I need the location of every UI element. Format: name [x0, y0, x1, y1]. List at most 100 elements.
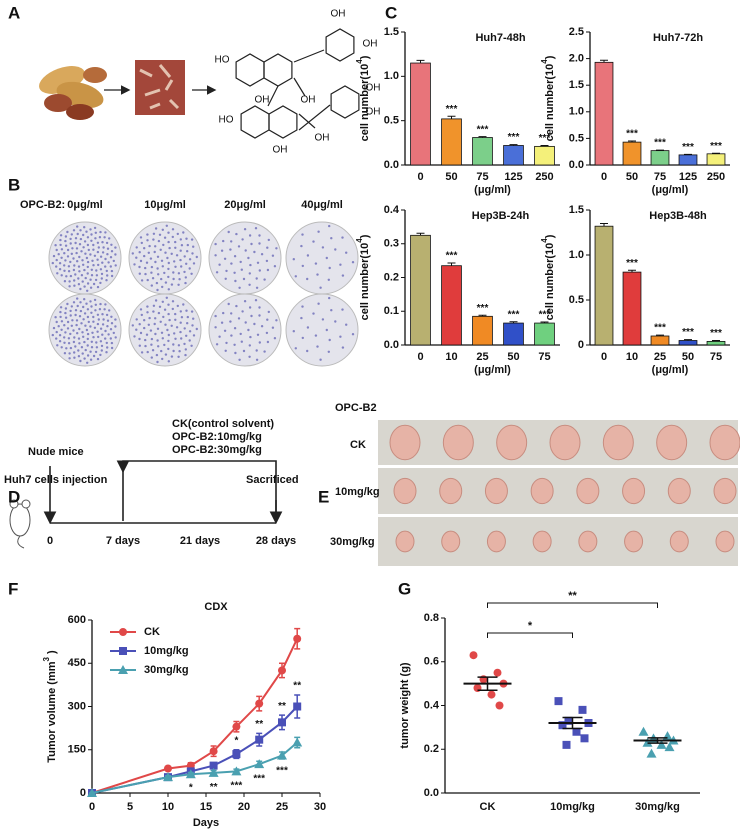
colony — [170, 324, 173, 327]
timeline-label: Huh7 cells injection — [4, 474, 108, 486]
colony — [66, 248, 70, 252]
colony — [174, 265, 177, 268]
bond — [298, 113, 316, 129]
colony — [150, 343, 153, 346]
colony — [76, 260, 79, 263]
y-tick-label: 0.8 — [424, 612, 439, 624]
x-tick-label: 125 — [679, 171, 697, 183]
colony — [154, 332, 157, 336]
y-tick-label: 1.0 — [569, 249, 584, 261]
colony — [180, 265, 183, 268]
colony — [92, 336, 95, 339]
colony — [152, 310, 155, 313]
atom-label: OH — [315, 133, 330, 144]
colony — [263, 350, 266, 353]
x-tick-label: 50 — [626, 171, 638, 183]
colony — [86, 308, 90, 311]
colony — [105, 269, 109, 273]
y-tick-label: 0.1 — [384, 305, 399, 317]
colony — [90, 305, 93, 308]
colony — [77, 349, 80, 352]
colony — [249, 263, 252, 267]
colony — [265, 259, 269, 263]
colony — [172, 271, 175, 274]
colony — [143, 247, 146, 250]
colony — [334, 320, 337, 323]
colony — [162, 315, 165, 319]
colony — [94, 309, 97, 312]
marker — [163, 772, 173, 782]
colony — [89, 278, 92, 281]
marker — [493, 668, 502, 677]
colony — [77, 355, 81, 358]
colony — [143, 326, 146, 330]
error-bar — [656, 149, 664, 151]
chemical-structure — [235, 28, 360, 139]
colony — [77, 283, 81, 286]
colony — [151, 277, 155, 280]
colony — [83, 357, 86, 360]
colony — [156, 255, 160, 258]
colony — [95, 269, 98, 272]
colony — [89, 228, 92, 231]
timeline-label: Nude mice — [28, 446, 84, 458]
colony — [341, 346, 345, 349]
x-tick-label: 10 — [445, 351, 457, 363]
marker — [164, 764, 172, 773]
colony — [106, 253, 109, 256]
error-bar — [628, 269, 636, 273]
colony — [188, 258, 192, 261]
colony — [64, 307, 68, 310]
x-tick-label: 75 — [538, 351, 550, 363]
bond — [293, 49, 325, 63]
colony — [170, 283, 174, 286]
colony — [64, 244, 68, 247]
bar — [678, 154, 698, 166]
colony — [86, 260, 90, 264]
colony — [178, 278, 181, 281]
colony — [222, 311, 225, 315]
colony — [72, 340, 76, 344]
colony — [317, 302, 320, 305]
significance: ** — [278, 701, 286, 712]
colony — [81, 331, 84, 334]
colony — [82, 233, 85, 237]
colony — [214, 242, 217, 246]
marker — [578, 705, 587, 714]
colony — [78, 342, 81, 345]
colony — [168, 318, 171, 322]
colony — [263, 278, 266, 281]
colony — [250, 314, 253, 318]
colony — [103, 308, 106, 311]
y-axis-label: Tumor volume (mm3 ) — [42, 650, 58, 763]
colony — [166, 256, 169, 260]
colony — [55, 330, 58, 334]
colony — [260, 253, 264, 256]
colony — [114, 253, 117, 256]
colony — [177, 355, 180, 358]
significance: *** — [626, 258, 638, 269]
colony — [101, 241, 104, 244]
colony — [242, 277, 246, 281]
colony — [77, 277, 80, 280]
colony — [85, 302, 88, 305]
colony — [85, 256, 89, 260]
colony — [93, 298, 97, 302]
colony — [82, 305, 85, 309]
x-tick-label: 15 — [200, 801, 212, 813]
colony — [62, 264, 66, 267]
colony — [300, 244, 303, 248]
tumor — [532, 530, 552, 553]
tumor — [441, 530, 461, 553]
colony — [325, 328, 328, 332]
colony — [292, 330, 295, 333]
colony — [106, 346, 109, 349]
colony — [109, 328, 113, 331]
colony — [192, 334, 196, 337]
x-tick-label: 75 — [710, 351, 722, 363]
colony — [65, 275, 68, 278]
colony — [167, 347, 170, 351]
colony — [178, 350, 181, 353]
colony — [135, 256, 138, 259]
colony — [90, 346, 94, 349]
